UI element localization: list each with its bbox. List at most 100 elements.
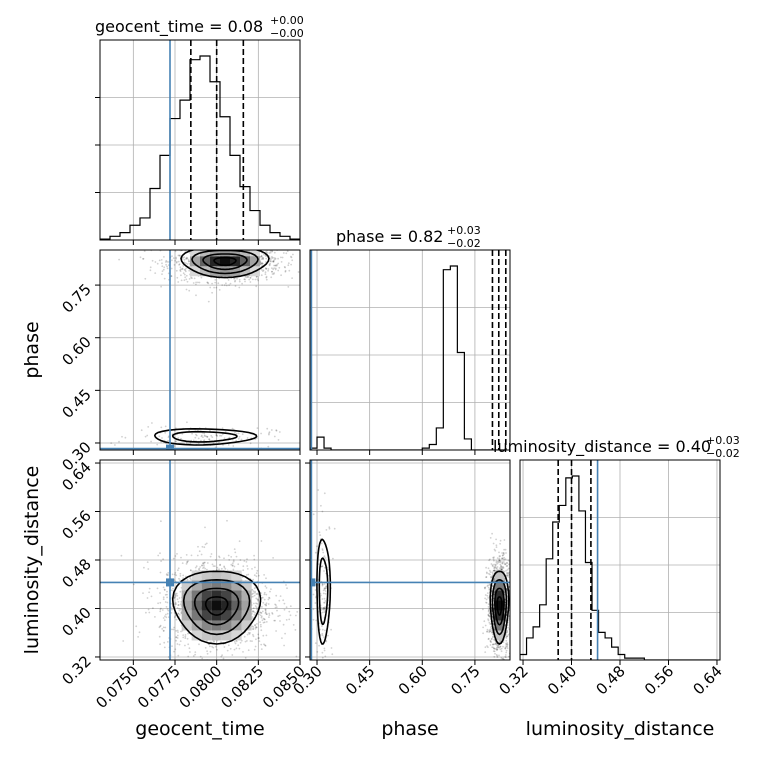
scatter-point (499, 645, 502, 648)
scatter-point (268, 597, 271, 600)
scatter-point (185, 257, 188, 260)
scatter-point (512, 593, 514, 595)
scatter-point (254, 590, 256, 593)
scatter-point (506, 564, 509, 567)
scatter-point (257, 279, 259, 282)
scatter-point (173, 445, 176, 447)
scatter-point (261, 606, 263, 608)
scatter-point (161, 265, 164, 268)
xlabel-phase: phase (381, 718, 438, 740)
scatter-point (232, 568, 235, 571)
scatter-point (212, 228, 214, 230)
scatter-point (201, 564, 204, 566)
scatter-point (221, 248, 223, 250)
scatter-point (489, 640, 492, 643)
scatter-point (223, 238, 225, 240)
scatter-point (272, 260, 275, 263)
scatter-point (325, 585, 328, 587)
scatter-point (265, 245, 267, 247)
scatter-point (488, 588, 491, 591)
scatter-point (180, 437, 182, 440)
scatter-point (202, 436, 204, 439)
title-luminosity-distance-plus: +0.03 (706, 434, 740, 447)
scatter-point (252, 578, 255, 581)
scatter-point (246, 633, 249, 636)
scatter-point (213, 233, 215, 235)
scatter-point (254, 605, 257, 607)
scatter-point (252, 595, 254, 598)
scatter-point (216, 569, 218, 571)
scatter-point (180, 274, 182, 277)
scatter-point (185, 262, 187, 265)
scatter-point (507, 574, 509, 577)
scatter-point (165, 259, 168, 262)
scatter-point (269, 247, 271, 249)
scatter-point (511, 619, 513, 621)
scatter-point (275, 630, 277, 632)
scatter-point (176, 634, 179, 637)
scatter-point (230, 563, 233, 566)
scatter-point (243, 245, 245, 247)
scatter-point (174, 596, 176, 599)
scatter-point (265, 593, 268, 596)
scatter-point (503, 548, 505, 551)
scatter-point (287, 286, 290, 288)
scatter-point (191, 277, 193, 279)
scatter-point (213, 248, 215, 250)
scatter-point (165, 263, 168, 266)
scatter-point (156, 262, 159, 265)
scatter-point (488, 621, 491, 624)
scatter-point (157, 554, 160, 557)
scatter-point (173, 573, 176, 576)
scatter-point (321, 651, 324, 654)
scatter-point (489, 573, 491, 576)
scatter-point (174, 572, 177, 574)
scatter-point (234, 551, 237, 554)
scatter-point (495, 563, 497, 566)
contour-line (193, 587, 240, 626)
truth-marker (166, 578, 174, 587)
xtick-label-geocent_time: 0.0775 (134, 662, 184, 712)
scatter-point (491, 532, 493, 535)
scatter-point (238, 245, 240, 247)
contour-line (318, 557, 329, 626)
density-cell (181, 610, 192, 621)
xtick-label-luminosity_distance: 0.40 (544, 662, 580, 698)
scatter-point (184, 660, 186, 662)
scatter-point (187, 632, 189, 635)
scatter-point (492, 569, 495, 572)
scatter-point (166, 590, 168, 593)
density-cell (241, 600, 252, 611)
density-cell (201, 580, 212, 591)
scatter-point (223, 566, 226, 569)
scatter-point (142, 258, 144, 260)
scatter-point (324, 566, 326, 569)
scatter-point (501, 658, 504, 660)
scatter-point (325, 529, 328, 531)
scatter-point (319, 534, 322, 536)
scatter-point (328, 526, 331, 529)
scatter-point (275, 429, 278, 431)
scatter-point (504, 563, 506, 566)
scatter-point (237, 563, 240, 566)
scatter-point (274, 619, 276, 622)
scatter-point (278, 266, 281, 269)
scatter-point (203, 566, 205, 568)
scatter-point (177, 569, 179, 572)
scatter-point (207, 245, 209, 247)
scatter-point (486, 585, 489, 587)
title-luminosity-distance: luminosity_distance = 0.40 +0.03 −0.02 (493, 434, 740, 460)
scatter-point (500, 569, 503, 571)
scatter-point (271, 257, 273, 259)
scatter-point (175, 256, 178, 259)
scatter-point (186, 280, 189, 283)
scatter-point (170, 275, 173, 278)
scatter-point (252, 278, 254, 281)
scatter-point (296, 611, 299, 613)
scatter-point (321, 548, 324, 550)
scatter-point (201, 564, 203, 567)
scatter-point (218, 555, 220, 558)
scatter-point (192, 655, 195, 657)
scatter-point (188, 647, 191, 650)
scatter-point (182, 636, 185, 639)
